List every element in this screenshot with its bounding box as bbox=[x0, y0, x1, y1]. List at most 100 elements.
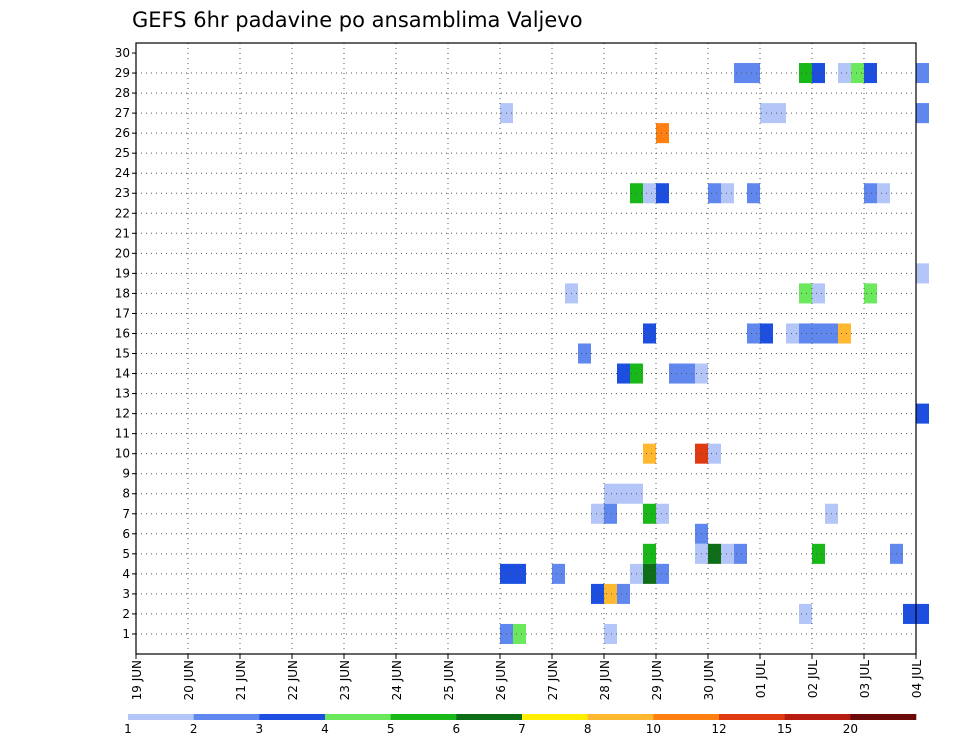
precip-cell bbox=[591, 583, 604, 604]
precip-cell bbox=[656, 183, 669, 204]
precip-cell bbox=[916, 403, 929, 424]
precip-cell bbox=[838, 63, 851, 84]
precip-cell bbox=[812, 323, 825, 344]
x-tick-label: 02 JUL bbox=[806, 660, 820, 698]
y-tick-label: 23 bbox=[115, 186, 130, 200]
y-tick-label: 29 bbox=[115, 66, 130, 80]
x-tick-label: 04 JUL bbox=[910, 660, 924, 698]
precip-cell bbox=[799, 323, 812, 344]
y-tick-label: 7 bbox=[122, 507, 130, 521]
y-tick-label: 24 bbox=[115, 166, 130, 180]
precip-cell bbox=[799, 603, 812, 624]
precip-cell bbox=[682, 363, 695, 384]
x-tick-label: 21 JUN bbox=[234, 660, 248, 700]
y-tick-label: 6 bbox=[122, 527, 130, 541]
precip-cell bbox=[799, 283, 812, 304]
precip-cell bbox=[786, 323, 799, 344]
data-cells bbox=[500, 63, 929, 644]
precip-cell bbox=[708, 543, 721, 564]
y-tick-label: 13 bbox=[115, 387, 130, 401]
precip-cell bbox=[864, 183, 877, 204]
precip-cell bbox=[851, 63, 864, 84]
x-tick-label: 23 JUN bbox=[338, 660, 352, 700]
precip-cell bbox=[747, 183, 760, 204]
precip-cell bbox=[773, 103, 786, 124]
y-axis: 1234567891011121314151617181920212223242… bbox=[115, 46, 136, 641]
colorbar-swatch bbox=[653, 714, 720, 720]
precip-cell bbox=[864, 283, 877, 304]
colorbar-label: 15 bbox=[777, 722, 792, 736]
precip-cell bbox=[721, 543, 734, 564]
x-tick-label: 19 JUN bbox=[130, 660, 144, 700]
precip-cell bbox=[916, 603, 929, 624]
precip-cell bbox=[656, 123, 669, 144]
precip-cell bbox=[708, 183, 721, 204]
grid-lines bbox=[136, 43, 916, 654]
y-tick-label: 10 bbox=[115, 447, 130, 461]
precip-cell bbox=[643, 543, 656, 564]
colorbar-label: 3 bbox=[256, 722, 264, 736]
precip-cell bbox=[669, 363, 682, 384]
precip-cell bbox=[812, 283, 825, 304]
precip-cell bbox=[877, 183, 890, 204]
precip-cell bbox=[643, 503, 656, 524]
colorbar-label: 5 bbox=[387, 722, 395, 736]
colorbar-label: 2 bbox=[190, 722, 198, 736]
precip-cell bbox=[591, 503, 604, 524]
precip-cell bbox=[812, 63, 825, 84]
colorbar-swatch bbox=[128, 714, 194, 720]
y-tick-label: 19 bbox=[115, 266, 130, 280]
precip-cell bbox=[812, 543, 825, 564]
x-tick-label: 01 JUL bbox=[754, 660, 768, 698]
precip-cell bbox=[734, 543, 747, 564]
colorbar-label: 6 bbox=[453, 722, 461, 736]
x-tick-label: 20 JUN bbox=[182, 660, 196, 700]
y-tick-label: 22 bbox=[115, 206, 130, 220]
colorbar-swatch bbox=[390, 714, 457, 720]
precip-cell bbox=[864, 63, 877, 84]
precip-cell bbox=[721, 183, 734, 204]
precip-cell bbox=[617, 363, 630, 384]
precip-cell bbox=[656, 503, 669, 524]
y-tick-label: 26 bbox=[115, 126, 130, 140]
y-tick-label: 9 bbox=[122, 467, 130, 481]
colorbar-label: 1 bbox=[124, 722, 132, 736]
colorbar-swatch bbox=[193, 714, 260, 720]
precip-cell bbox=[643, 183, 656, 204]
colorbar-swatch bbox=[850, 714, 917, 720]
precip-cell bbox=[643, 443, 656, 464]
precip-cell bbox=[916, 263, 929, 284]
precip-cell bbox=[604, 503, 617, 524]
x-tick-label: 29 JUN bbox=[650, 660, 664, 700]
y-tick-label: 28 bbox=[115, 86, 130, 100]
y-tick-label: 18 bbox=[115, 286, 130, 300]
precip-cell bbox=[617, 583, 630, 604]
colorbar: 1 2 3 4 5 6 7 8 10 12 15 20 bbox=[124, 714, 917, 736]
x-tick-label: 03 JUL bbox=[858, 660, 872, 698]
y-tick-label: 27 bbox=[115, 106, 130, 120]
colorbar-swatch bbox=[259, 714, 326, 720]
y-tick-label: 21 bbox=[115, 226, 130, 240]
chart-title: GEFS 6hr padavine po ansamblima Valjevo bbox=[132, 8, 583, 32]
colorbar-label: 20 bbox=[843, 722, 858, 736]
x-tick-label: 25 JUN bbox=[442, 660, 456, 700]
precip-cell bbox=[578, 343, 591, 364]
precip-cell bbox=[643, 563, 656, 584]
precip-cell bbox=[604, 583, 617, 604]
x-tick-label: 30 JUN bbox=[702, 660, 716, 700]
y-tick-label: 1 bbox=[122, 627, 130, 641]
y-tick-label: 17 bbox=[115, 306, 130, 320]
precip-cell bbox=[656, 563, 669, 584]
precip-cell bbox=[916, 103, 929, 124]
y-tick-label: 25 bbox=[115, 146, 130, 160]
precip-cell bbox=[747, 63, 760, 84]
y-tick-label: 2 bbox=[122, 607, 130, 621]
x-tick-label: 24 JUN bbox=[390, 660, 404, 700]
precip-cell bbox=[513, 623, 526, 644]
y-tick-label: 3 bbox=[122, 587, 130, 601]
colorbar-label: 10 bbox=[646, 722, 661, 736]
y-tick-label: 15 bbox=[115, 347, 130, 361]
colorbar-swatch bbox=[784, 714, 851, 720]
precip-cell bbox=[734, 63, 747, 84]
precip-cell bbox=[552, 563, 565, 584]
